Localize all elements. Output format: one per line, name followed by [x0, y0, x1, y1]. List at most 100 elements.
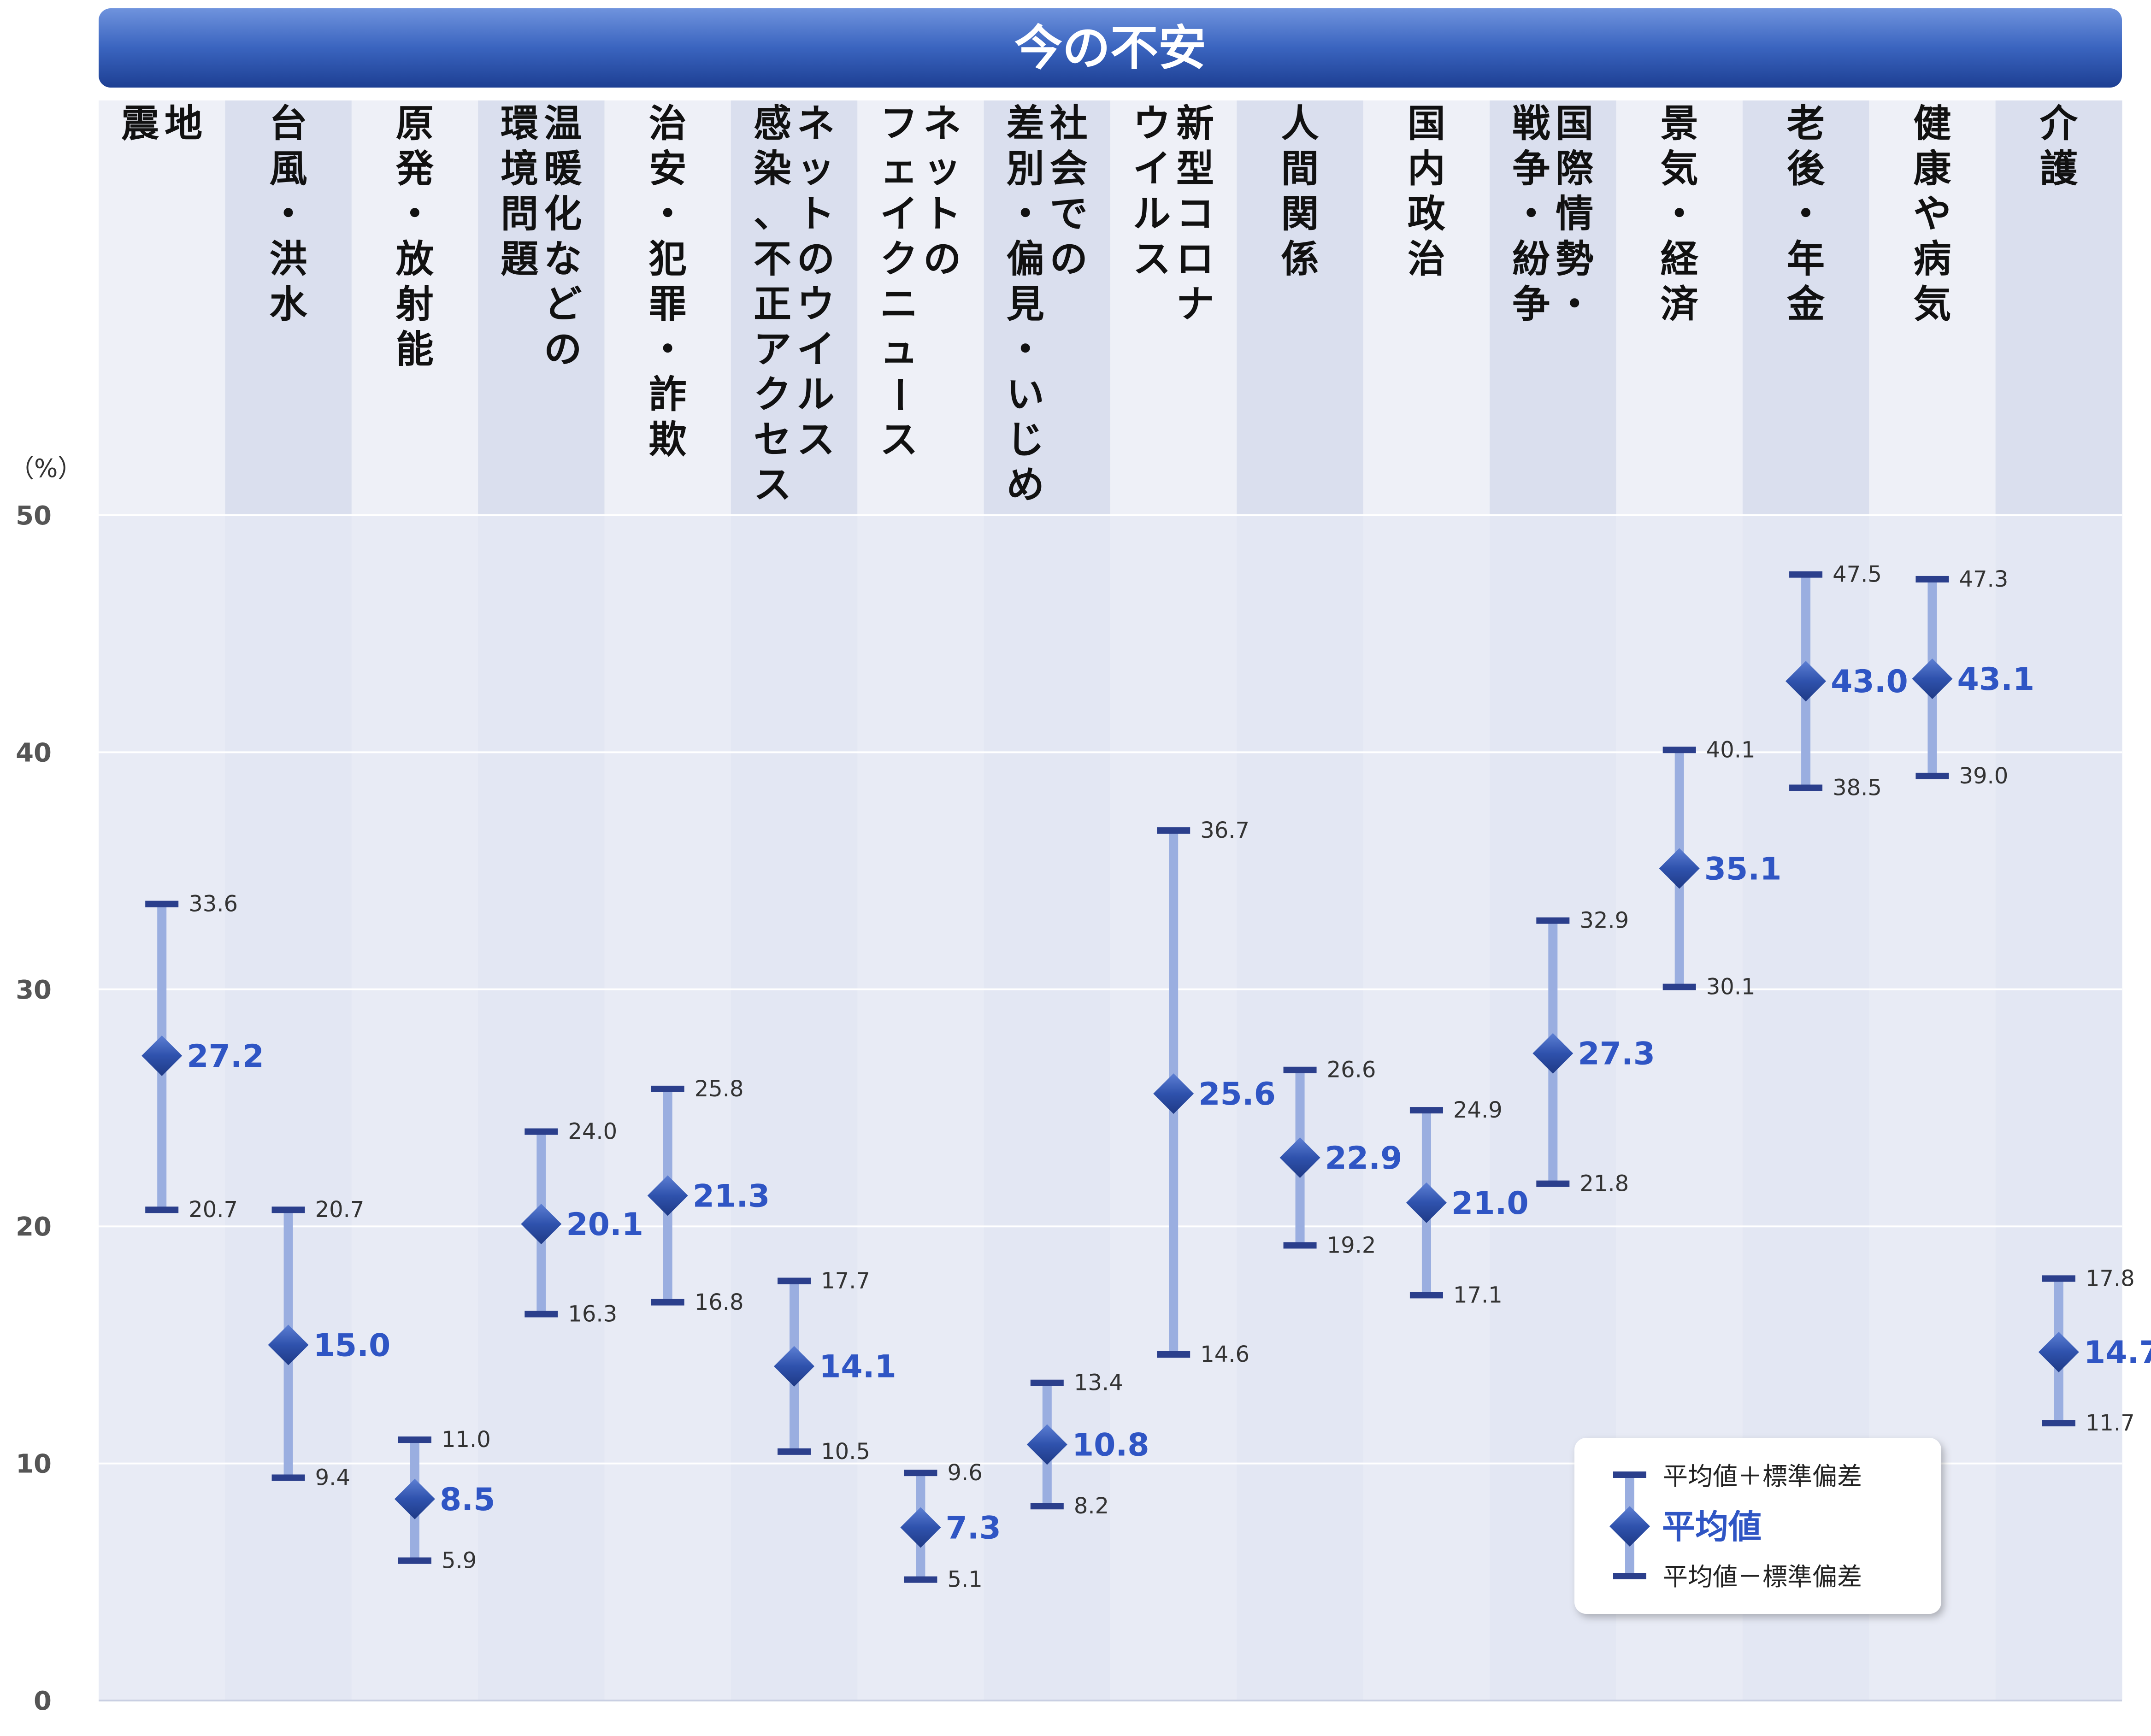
mean-value-label: 14.1: [819, 1349, 896, 1385]
category-char: ど: [544, 282, 582, 326]
category-char: ・: [1661, 192, 1698, 236]
header-band-10: [1363, 100, 1490, 515]
category-char: 政: [1408, 192, 1445, 236]
category-char: 欺: [649, 418, 687, 462]
mean-value-label: 21.3: [693, 1178, 770, 1214]
category-char: イ: [1133, 147, 1171, 191]
lower-value-label: 8.2: [1074, 1493, 1109, 1519]
mean-value-label: 27.2: [187, 1038, 264, 1075]
category-label-13: 老後・年金: [1786, 102, 1825, 326]
header-band-4: [604, 100, 731, 515]
category-char: ト: [923, 192, 961, 236]
category-char: 勢: [1556, 237, 1593, 281]
legend-mean-marker: [1609, 1506, 1650, 1547]
upper-value-label: 24.9: [1453, 1097, 1503, 1123]
header-band-9: [1237, 100, 1364, 515]
mean-marker: [900, 1507, 941, 1548]
error-bar-4: 25.8 16.8 21.3: [647, 1076, 770, 1315]
lower-value-label: 19.2: [1327, 1232, 1376, 1258]
y-tick-label: 10: [16, 1449, 52, 1479]
plot-band-15: [1995, 515, 2122, 1701]
category-char: 罪: [649, 282, 687, 326]
header-band-0: [99, 100, 225, 515]
category-char: 放: [396, 237, 434, 281]
header-band-7: [984, 100, 1111, 515]
category-label-0: 地震: [121, 102, 202, 146]
category-char: ネ: [797, 102, 835, 146]
category-char: の: [1050, 237, 1088, 281]
category-char: 争: [1512, 282, 1550, 326]
category-char: イ: [880, 192, 918, 236]
mean-marker: [774, 1346, 815, 1387]
category-char: 原: [396, 102, 434, 146]
category-char: ・: [1007, 192, 1044, 236]
category-char: 不: [754, 237, 791, 281]
lower-value-label: 17.1: [1453, 1282, 1503, 1308]
mean-marker: [268, 1324, 309, 1365]
category-char: 康: [1913, 147, 1951, 191]
error-bar-14: 47.3 39.0 43.1: [1912, 566, 2034, 789]
title-bar-background: [99, 8, 2122, 88]
category-label-4: 治安・犯罪・詐欺: [649, 102, 687, 462]
category-char: ・: [1787, 192, 1825, 236]
error-bar-series: 33.6 20.7 27.2 20.7 9.4 15.0 11.0 5.9 8.5 24.0 16.…: [141, 562, 2151, 1593]
category-char: 治: [649, 102, 687, 146]
category-char: 境: [501, 147, 538, 191]
error-bar-7: 13.4 8.2 10.8: [1026, 1370, 1149, 1519]
header-band-1: [225, 100, 352, 515]
category-char: 染: [754, 147, 791, 191]
category-char: ス: [1133, 237, 1171, 281]
category-char: ア: [754, 328, 791, 371]
category-char: 発: [396, 147, 434, 191]
category-char: ー: [877, 376, 920, 413]
mean-marker: [394, 1478, 435, 1519]
upper-value-label: 32.9: [1579, 908, 1629, 934]
category-char: ・: [1007, 328, 1044, 371]
category-char: 治: [1408, 237, 1445, 281]
upper-value-label: 24.0: [568, 1118, 617, 1144]
category-char: 情: [1556, 192, 1593, 236]
plot-band-5: [731, 515, 858, 1701]
upper-value-label: 40.1: [1706, 737, 1756, 763]
mean-value-label: 43.1: [1957, 661, 2034, 698]
upper-value-label: 17.7: [821, 1268, 870, 1294]
header-band-14: [1869, 100, 1996, 515]
error-bar-1: 20.7 9.4 15.0: [268, 1197, 390, 1490]
category-char: ル: [797, 373, 835, 417]
category-char: で: [1050, 192, 1088, 236]
lower-value-label: 21.8: [1579, 1171, 1629, 1197]
y-axis-unit: （%）: [9, 454, 83, 483]
category-char: 後: [1787, 147, 1825, 191]
category-char: ト: [797, 192, 835, 236]
category-char: 済: [1661, 282, 1699, 326]
category-char: 風: [270, 147, 307, 191]
category-char: 争: [1512, 147, 1550, 191]
category-label-2: 原発・放射能: [396, 102, 434, 371]
category-char: 温: [544, 102, 582, 146]
legend-mean-label: 平均値: [1662, 1507, 1762, 1546]
category-char: 正: [754, 282, 791, 326]
category-char: フ: [880, 102, 918, 146]
category-label-12: 景気・経済: [1661, 102, 1699, 326]
category-char: ル: [1133, 192, 1171, 236]
category-char: 間: [1281, 147, 1319, 191]
mean-value-label: 22.9: [1325, 1140, 1403, 1177]
upper-value-label: 11.0: [442, 1427, 491, 1453]
category-char: ッ: [923, 147, 961, 191]
error-bar-6: 9.6 5.1 7.3: [900, 1460, 1001, 1593]
error-bar-5: 17.7 10.5 14.1: [774, 1268, 896, 1465]
category-char: ・: [270, 192, 307, 236]
category-char: め: [1007, 463, 1044, 507]
category-char: 際: [1556, 147, 1593, 191]
category-char: 係: [1281, 237, 1319, 281]
category-char: 安: [649, 147, 687, 191]
header-band-6: [857, 100, 984, 515]
plot-band-3: [478, 515, 605, 1701]
category-char: の: [797, 237, 835, 281]
lower-value-label: 39.0: [1959, 763, 2008, 789]
mean-marker: [1153, 1073, 1194, 1114]
